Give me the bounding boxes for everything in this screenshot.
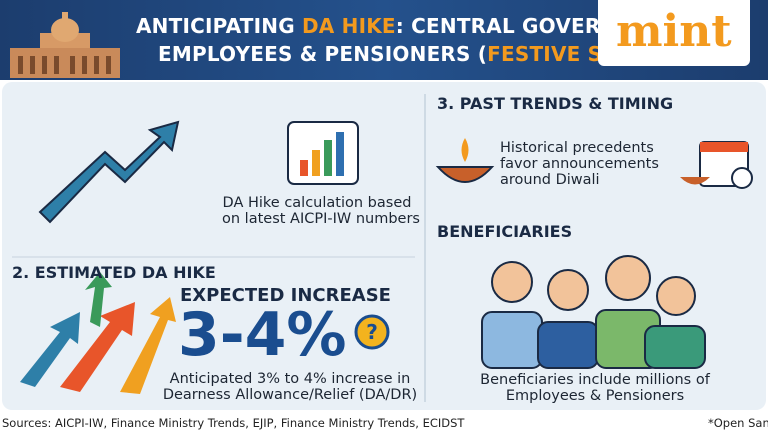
- text-line: Historical precedents: [500, 140, 654, 156]
- text-line: Beneficiaries include millions of: [480, 372, 710, 388]
- figure: 3-4%: [178, 300, 347, 370]
- text-line: Employees & Pensioners: [505, 388, 685, 404]
- title-line: EMPLOYEES & PENSIONERS (FESTIVE SEASO: [158, 42, 664, 66]
- text-line: DA Hike calculation based: [222, 195, 412, 211]
- title-part: : CENTRAL GOVERNM: [395, 14, 638, 38]
- figure-label: EXPECTED INCREASE: [180, 285, 391, 306]
- section-heading: 3. PAST TRENDS & TIMING: [437, 94, 674, 113]
- logo-box: mint: [598, 0, 750, 66]
- section-heading: BENEFICIARIES: [437, 222, 573, 241]
- title-part: EMPLOYEES & PENSIONERS (: [158, 42, 488, 66]
- svg-text:?: ?: [366, 320, 378, 344]
- building-icon: [10, 12, 120, 78]
- logo: mint: [616, 6, 732, 57]
- text-line: on latest AICPI-IW numbers: [222, 211, 420, 227]
- title-part: DA HIKE: [301, 14, 396, 38]
- calculation-text: DA Hike calculation based on latest AICPI…: [222, 195, 420, 227]
- text-line: around Diwali: [500, 172, 600, 188]
- title-line: ANTICIPATING DA HIKE: CENTRAL GOVERNM: [136, 14, 638, 38]
- beneficiaries-text: Beneficiaries include millions of Employe…: [455, 372, 735, 404]
- trends-text: Historical precedents favor announcements…: [500, 140, 659, 188]
- sources: Sources: AICPI-IW, Finance Ministry Tren…: [2, 416, 465, 430]
- text-line: favor announcements: [500, 156, 659, 172]
- estimate-text: Anticipated 3% to 4% increase in Dearness…: [160, 371, 420, 403]
- section-heading: 2. ESTIMATED DA HIKE: [12, 263, 216, 282]
- text-line: Anticipated 3% to 4% increase in: [169, 371, 411, 387]
- text-line: Dearness Allowance/Relief (DA/DR): [162, 387, 418, 403]
- illustrations: ?: [12, 94, 753, 402]
- title-part: ANTICIPATING: [136, 14, 302, 38]
- footnote: *Open Sani: [708, 416, 768, 430]
